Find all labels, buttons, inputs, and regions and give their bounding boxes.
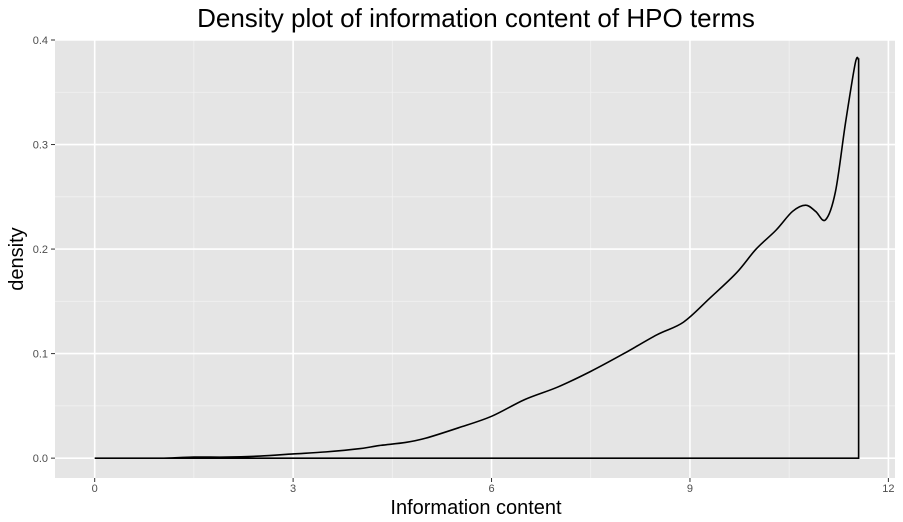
plot-panel: [55, 40, 895, 478]
y-tick-label: 0.0: [33, 453, 48, 465]
x-axis-label: Information content: [390, 497, 562, 519]
y-tick-label: 0.2: [33, 244, 48, 256]
y-tick-label: 0.1: [33, 349, 48, 361]
y-tick-label: 0.4: [33, 35, 48, 47]
y-axis-label: density: [6, 227, 28, 290]
x-tick-label: 12: [882, 483, 894, 495]
density-curve: [94, 56, 860, 460]
x-tick-label: 0: [92, 483, 98, 495]
x-tick-label: 9: [687, 483, 693, 495]
axis-layer: 0 3 6 9 12 0.0 0.1 0.2 0.3 0.4: [33, 35, 895, 495]
y-tick-label: 0.3: [33, 140, 48, 152]
x-tick-label: 3: [290, 483, 296, 495]
chart-title: Density plot of information content of H…: [197, 3, 755, 33]
x-tick-label: 6: [488, 483, 494, 495]
